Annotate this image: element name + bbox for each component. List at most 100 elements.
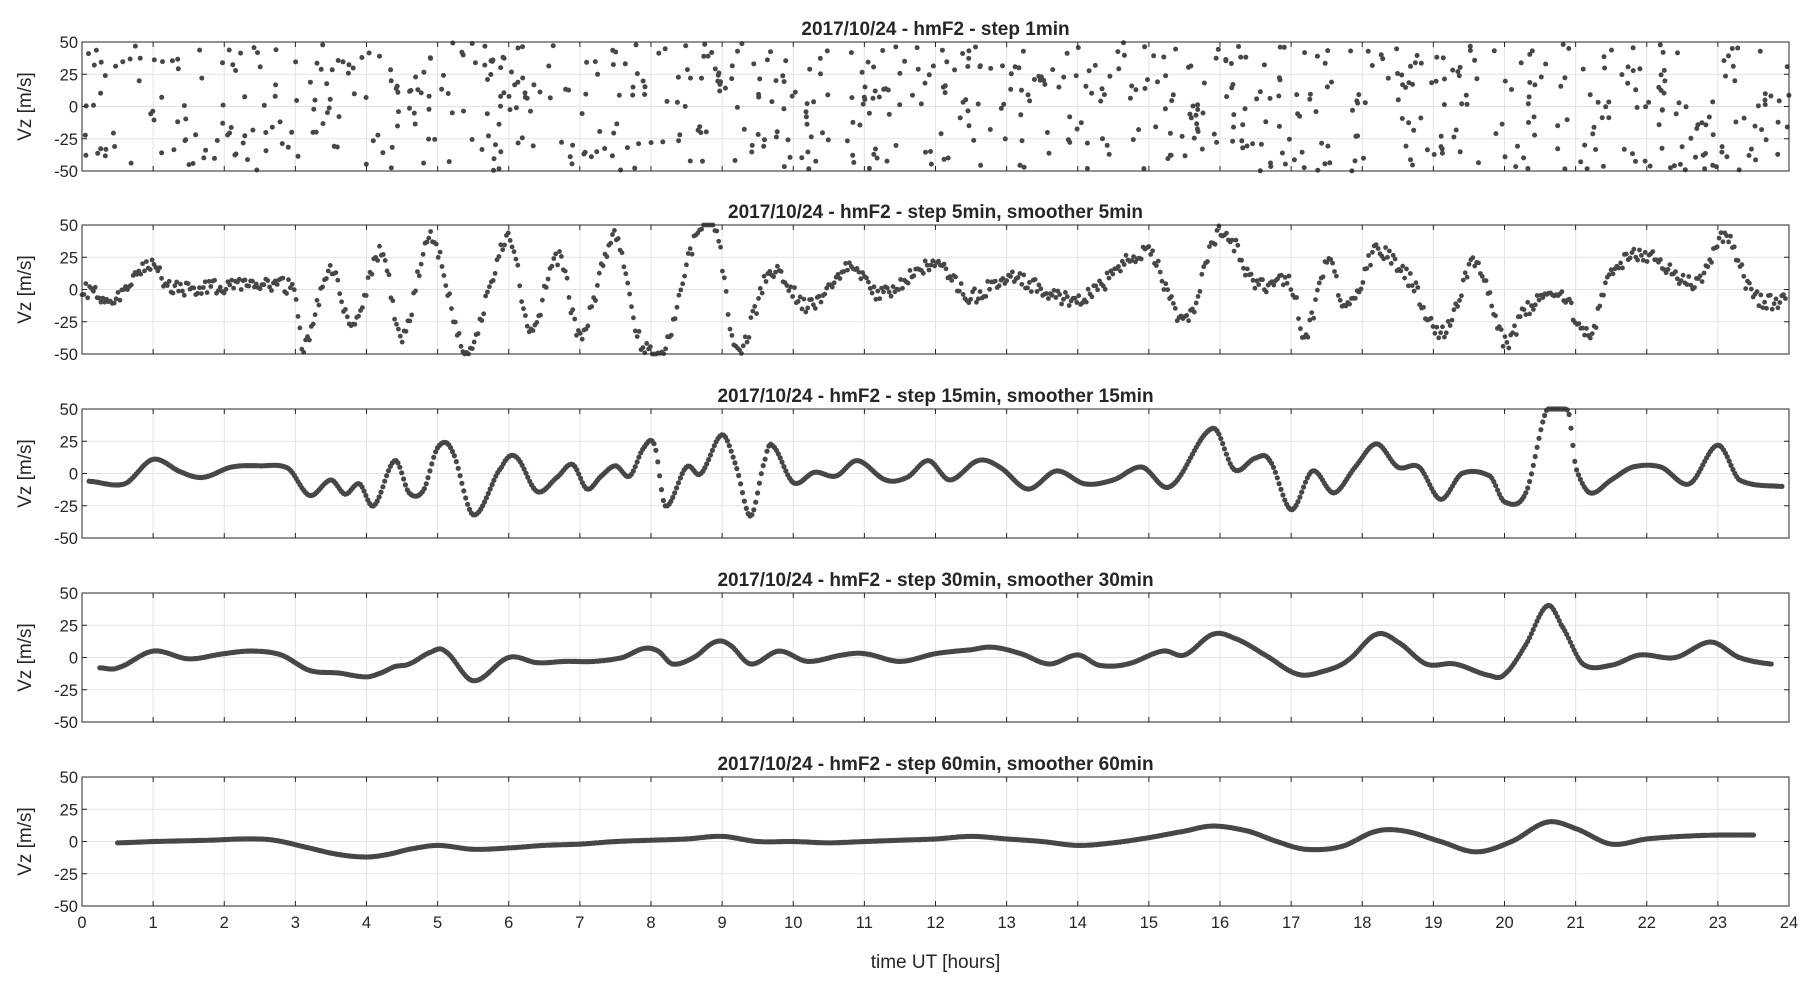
data-point [360,305,365,310]
data-point [875,288,881,294]
data-point [83,103,89,109]
x-tick-label: 8 [646,914,655,932]
data-point [1271,282,1277,288]
data-point [407,105,412,111]
y-tick-label: -50 [54,163,78,181]
data-point [1316,280,1322,286]
data-point [1527,478,1533,485]
data-point [1313,109,1319,115]
data-point [1729,46,1735,51]
data-point [295,153,301,159]
data-point [1753,157,1759,163]
data-point [1564,117,1570,123]
data-point [740,343,746,349]
data-point [630,468,636,474]
data-point [318,66,324,72]
data-point [250,127,256,133]
data-point [653,447,659,453]
data-point [890,284,896,289]
data-point [1335,293,1341,298]
data-point [1380,56,1386,62]
data-point [1566,411,1572,418]
data-point [1223,58,1229,64]
data-point [871,64,877,70]
data-point [1282,275,1288,280]
data-point [1558,83,1564,89]
data-point [1388,261,1394,266]
data-point [1710,162,1716,168]
data-point [1566,635,1572,641]
data-point [1167,152,1173,158]
data-point [458,343,464,349]
data-point [1694,126,1700,131]
data-point [1618,260,1623,266]
data-point [1606,99,1612,105]
data-point [1064,50,1070,56]
data-point [705,53,711,59]
data-point [1584,326,1589,331]
data-point [356,313,361,319]
data-point [1235,242,1241,248]
data-point [515,262,521,268]
y-tick-label: -50 [54,714,78,732]
data-point [214,138,220,143]
data-point [1728,462,1734,468]
data-point [1665,267,1671,272]
data-point [521,466,527,472]
data-point [498,149,504,155]
data-point [245,157,250,163]
data-point [1213,55,1219,61]
data-point [225,132,231,138]
data-point [1104,270,1110,276]
y-tick-label: 50 [60,585,78,603]
data-point [175,56,181,62]
data-point [1084,166,1090,171]
data-point [1532,622,1538,628]
data-point [485,289,490,295]
data-point [1743,286,1749,291]
data-point [1525,166,1531,171]
data-point [1307,96,1313,102]
data-point [407,88,413,94]
data-point [1018,112,1024,118]
data-point [1509,87,1514,92]
data-point [455,465,461,471]
x-tick-label: 3 [291,914,300,932]
data-point [557,249,562,254]
data-point [746,335,752,340]
data-point [1418,60,1424,66]
data-point [280,275,286,281]
data-point [762,137,767,143]
data-point [506,93,512,99]
data-point [911,273,917,279]
data-point [524,323,530,329]
data-point [818,71,823,77]
data-point [1719,144,1725,150]
data-point [1442,76,1447,82]
data-point [491,167,496,173]
data-point [636,141,642,147]
data-point [729,76,735,82]
data-point [574,467,580,473]
data-point [1220,441,1226,447]
data-point [1169,294,1174,299]
y-tick-label: -25 [54,131,78,149]
data-point [1440,324,1445,330]
data-point [1086,68,1092,74]
data-point [884,158,890,164]
data-point [1191,309,1197,315]
data-point [1593,325,1599,330]
data-point [1093,283,1099,289]
data-point [619,250,625,256]
data-point [1534,618,1540,624]
data-point [160,59,165,65]
data-point [1730,466,1736,473]
data-point [1214,228,1220,233]
data-point [530,328,536,333]
data-point [439,264,445,269]
data-point [1167,130,1173,136]
data-point [1230,138,1236,144]
data-point [1731,244,1737,250]
data-point [128,160,134,166]
data-point [753,499,759,505]
